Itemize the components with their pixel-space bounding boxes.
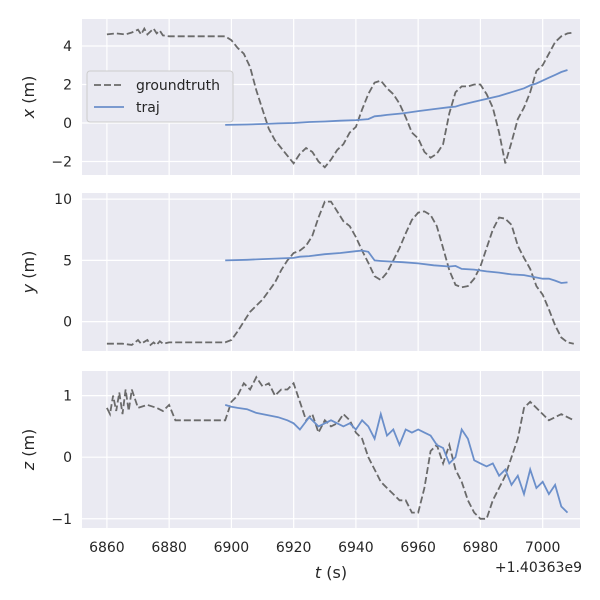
y-tick-label: 5 xyxy=(63,253,72,269)
legend-box xyxy=(86,70,234,123)
x-offset-label: +1.40363e9 xyxy=(495,560,582,576)
x-tick-label: 6940 xyxy=(338,540,374,556)
series-groundtruth-y xyxy=(106,200,574,347)
y-tick-label: 0 xyxy=(63,450,72,466)
y-axis-label-x: x (m) xyxy=(19,76,38,120)
legend-groundtruth-label: groundtruth xyxy=(136,78,220,94)
x-tick-label: 6980 xyxy=(463,540,499,556)
legend-traj-label: traj xyxy=(136,100,160,116)
x-tick-label: 6860 xyxy=(89,540,125,556)
y-tick-label: −2 xyxy=(51,155,72,171)
panels: −2 0 2 4 x (m) 0 5 10 y (m) −1 0 1 z (m) xyxy=(19,19,580,528)
series-traj-z xyxy=(224,404,569,514)
panel-y: 0 5 10 y (m) xyxy=(19,192,580,351)
panel-z: −1 0 1 z (m) xyxy=(19,371,580,528)
series-traj-y xyxy=(225,249,568,284)
y-axis-label-z: z (m) xyxy=(19,429,38,472)
panel-y-background xyxy=(82,193,580,351)
series-groundtruth-x xyxy=(106,26,574,169)
y-axis-label-y: y (m) xyxy=(19,251,38,295)
y-tick-label: 0 xyxy=(63,315,72,331)
x-tick-label: 7000 xyxy=(525,540,561,556)
y-tick-label: 4 xyxy=(63,39,72,55)
y-tick-label: 1 xyxy=(63,389,72,405)
y-tick-label: 10 xyxy=(54,192,72,208)
x-axis-label: t (s) xyxy=(315,563,347,582)
x-tick-labels: 6860 6880 6900 6920 6940 6960 6980 7000 xyxy=(89,540,560,556)
panel-z-background xyxy=(82,371,580,528)
legend: groundtruth traj xyxy=(86,70,234,123)
x-tick-label: 6960 xyxy=(400,540,436,556)
y-tick-label: 2 xyxy=(63,77,72,93)
y-tick-label: 0 xyxy=(63,116,72,132)
x-tick-label: 6880 xyxy=(151,540,187,556)
x-tick-label: 6920 xyxy=(276,540,312,556)
x-tick-label: 6900 xyxy=(214,540,250,556)
series-traj-x xyxy=(225,69,568,126)
y-tick-label: −1 xyxy=(51,512,72,528)
